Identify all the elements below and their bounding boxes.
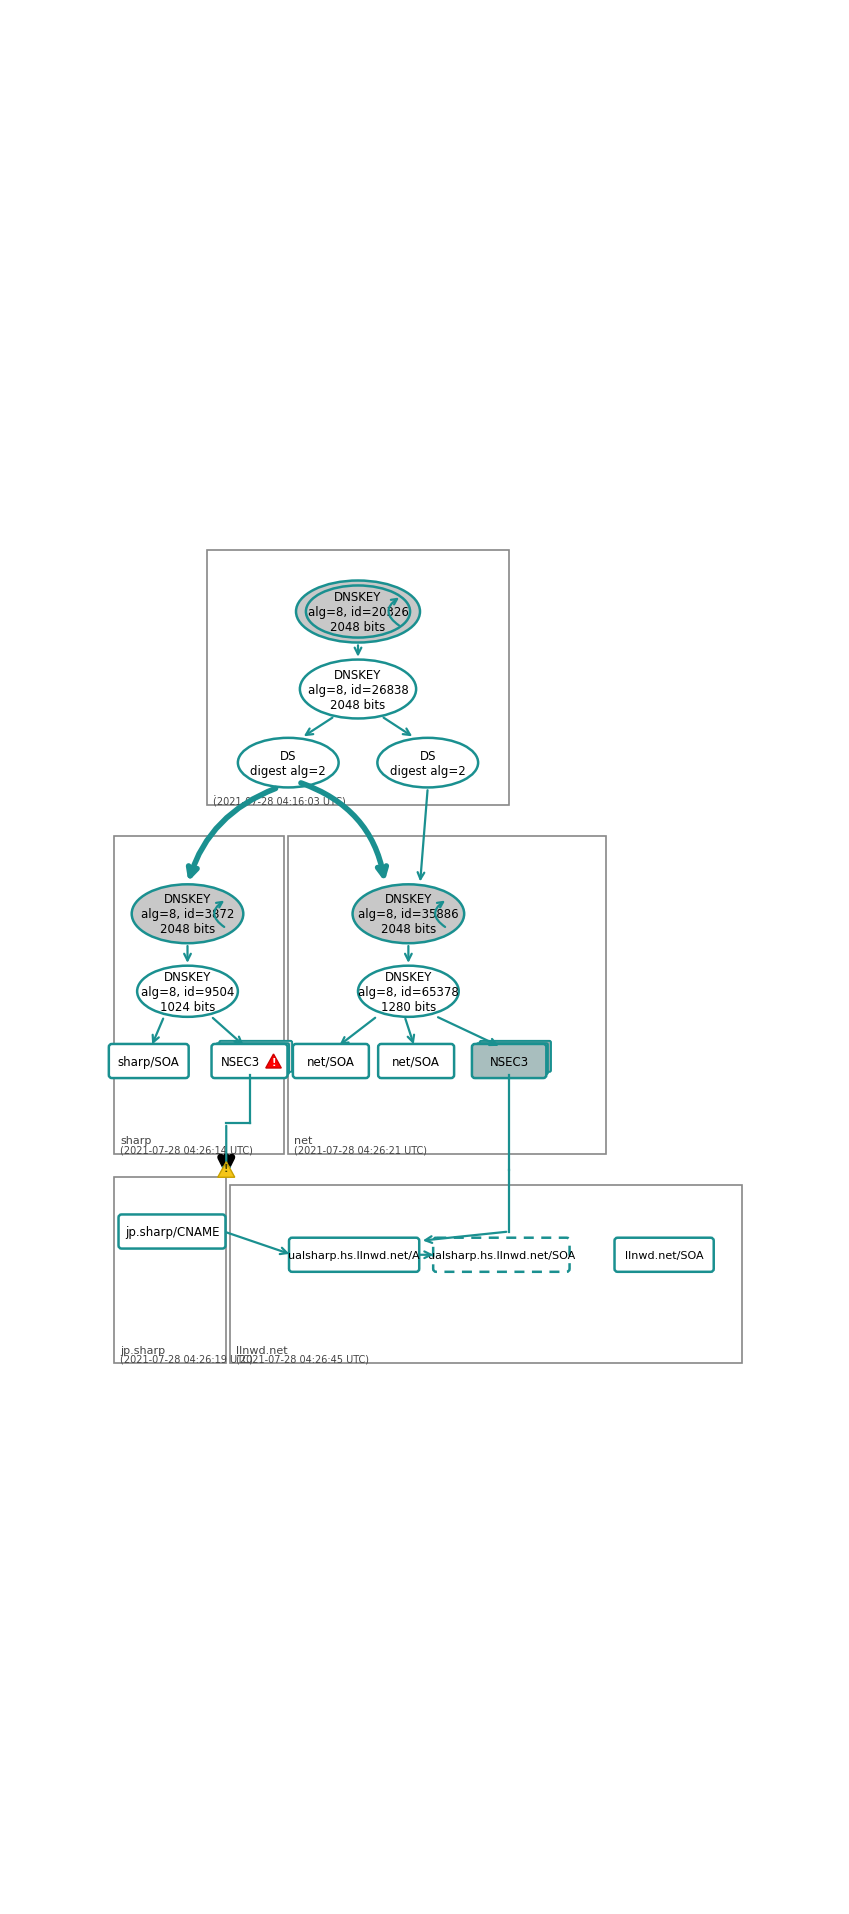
Text: (2021-07-28 04:26:45 UTC): (2021-07-28 04:26:45 UTC) xyxy=(236,1355,369,1365)
Text: jp.sharp: jp.sharp xyxy=(120,1346,166,1355)
Text: NSEC3: NSEC3 xyxy=(490,1055,529,1068)
Ellipse shape xyxy=(352,884,464,944)
FancyBboxPatch shape xyxy=(119,1215,226,1250)
Ellipse shape xyxy=(238,739,339,789)
Text: DNSKEY
alg=8, id=65378
1280 bits: DNSKEY alg=8, id=65378 1280 bits xyxy=(358,970,458,1013)
Text: ualsharp.hs.llnwd.net/A: ualsharp.hs.llnwd.net/A xyxy=(289,1250,420,1259)
Text: DNSKEY
alg=8, id=26838
2048 bits: DNSKEY alg=8, id=26838 2048 bits xyxy=(307,668,408,712)
Text: DNSKEY
alg=8, id=20326
2048 bits: DNSKEY alg=8, id=20326 2048 bits xyxy=(307,591,408,634)
Text: sharp/SOA: sharp/SOA xyxy=(118,1055,180,1068)
Polygon shape xyxy=(217,1162,235,1177)
Text: DNSKEY
alg=8, id=3872
2048 bits: DNSKEY alg=8, id=3872 2048 bits xyxy=(141,892,234,936)
Text: !: ! xyxy=(224,1164,228,1173)
Text: sharp: sharp xyxy=(120,1135,151,1146)
FancyBboxPatch shape xyxy=(476,1043,548,1074)
Bar xyxy=(230,1185,742,1363)
Text: .: . xyxy=(213,787,216,798)
Text: !: ! xyxy=(272,1057,276,1068)
Text: net/SOA: net/SOA xyxy=(392,1055,440,1068)
FancyBboxPatch shape xyxy=(109,1045,188,1078)
FancyBboxPatch shape xyxy=(293,1045,368,1078)
FancyBboxPatch shape xyxy=(289,1238,419,1273)
FancyBboxPatch shape xyxy=(219,1041,292,1072)
FancyBboxPatch shape xyxy=(615,1238,714,1273)
Ellipse shape xyxy=(358,967,458,1018)
Text: NSEC3: NSEC3 xyxy=(221,1055,260,1068)
Text: llnwd.net/SOA: llnwd.net/SOA xyxy=(625,1250,704,1259)
Ellipse shape xyxy=(296,582,420,643)
Text: jp.sharp/CNAME: jp.sharp/CNAME xyxy=(125,1225,219,1238)
Text: DS
digest alg=2: DS digest alg=2 xyxy=(390,748,465,777)
FancyBboxPatch shape xyxy=(472,1045,546,1078)
Bar xyxy=(114,836,284,1154)
FancyBboxPatch shape xyxy=(378,1045,454,1078)
Bar xyxy=(207,549,509,806)
FancyBboxPatch shape xyxy=(211,1045,288,1078)
Ellipse shape xyxy=(377,739,478,789)
Text: net/SOA: net/SOA xyxy=(307,1055,355,1068)
Ellipse shape xyxy=(132,884,244,944)
FancyBboxPatch shape xyxy=(216,1043,289,1074)
Bar xyxy=(289,836,606,1154)
Bar xyxy=(114,1177,226,1363)
FancyBboxPatch shape xyxy=(433,1238,570,1273)
Ellipse shape xyxy=(300,660,416,720)
Polygon shape xyxy=(266,1055,281,1068)
Text: (2021-07-28 04:26:19 UTC): (2021-07-28 04:26:19 UTC) xyxy=(120,1355,253,1365)
Ellipse shape xyxy=(138,967,238,1018)
Text: DNSKEY
alg=8, id=9504
1024 bits: DNSKEY alg=8, id=9504 1024 bits xyxy=(141,970,234,1013)
Text: ualsharp.hs.llnwd.net/SOA: ualsharp.hs.llnwd.net/SOA xyxy=(428,1250,575,1259)
Text: DNSKEY
alg=8, id=35886
2048 bits: DNSKEY alg=8, id=35886 2048 bits xyxy=(358,892,458,936)
Text: net: net xyxy=(295,1135,312,1146)
Text: (2021-07-28 04:16:03 UTC): (2021-07-28 04:16:03 UTC) xyxy=(213,796,346,806)
FancyBboxPatch shape xyxy=(480,1041,551,1072)
Text: (2021-07-28 04:26:21 UTC): (2021-07-28 04:26:21 UTC) xyxy=(295,1145,427,1156)
Text: DS
digest alg=2: DS digest alg=2 xyxy=(250,748,326,777)
Text: llnwd.net: llnwd.net xyxy=(236,1346,288,1355)
Text: (2021-07-28 04:26:14 UTC): (2021-07-28 04:26:14 UTC) xyxy=(120,1145,253,1156)
